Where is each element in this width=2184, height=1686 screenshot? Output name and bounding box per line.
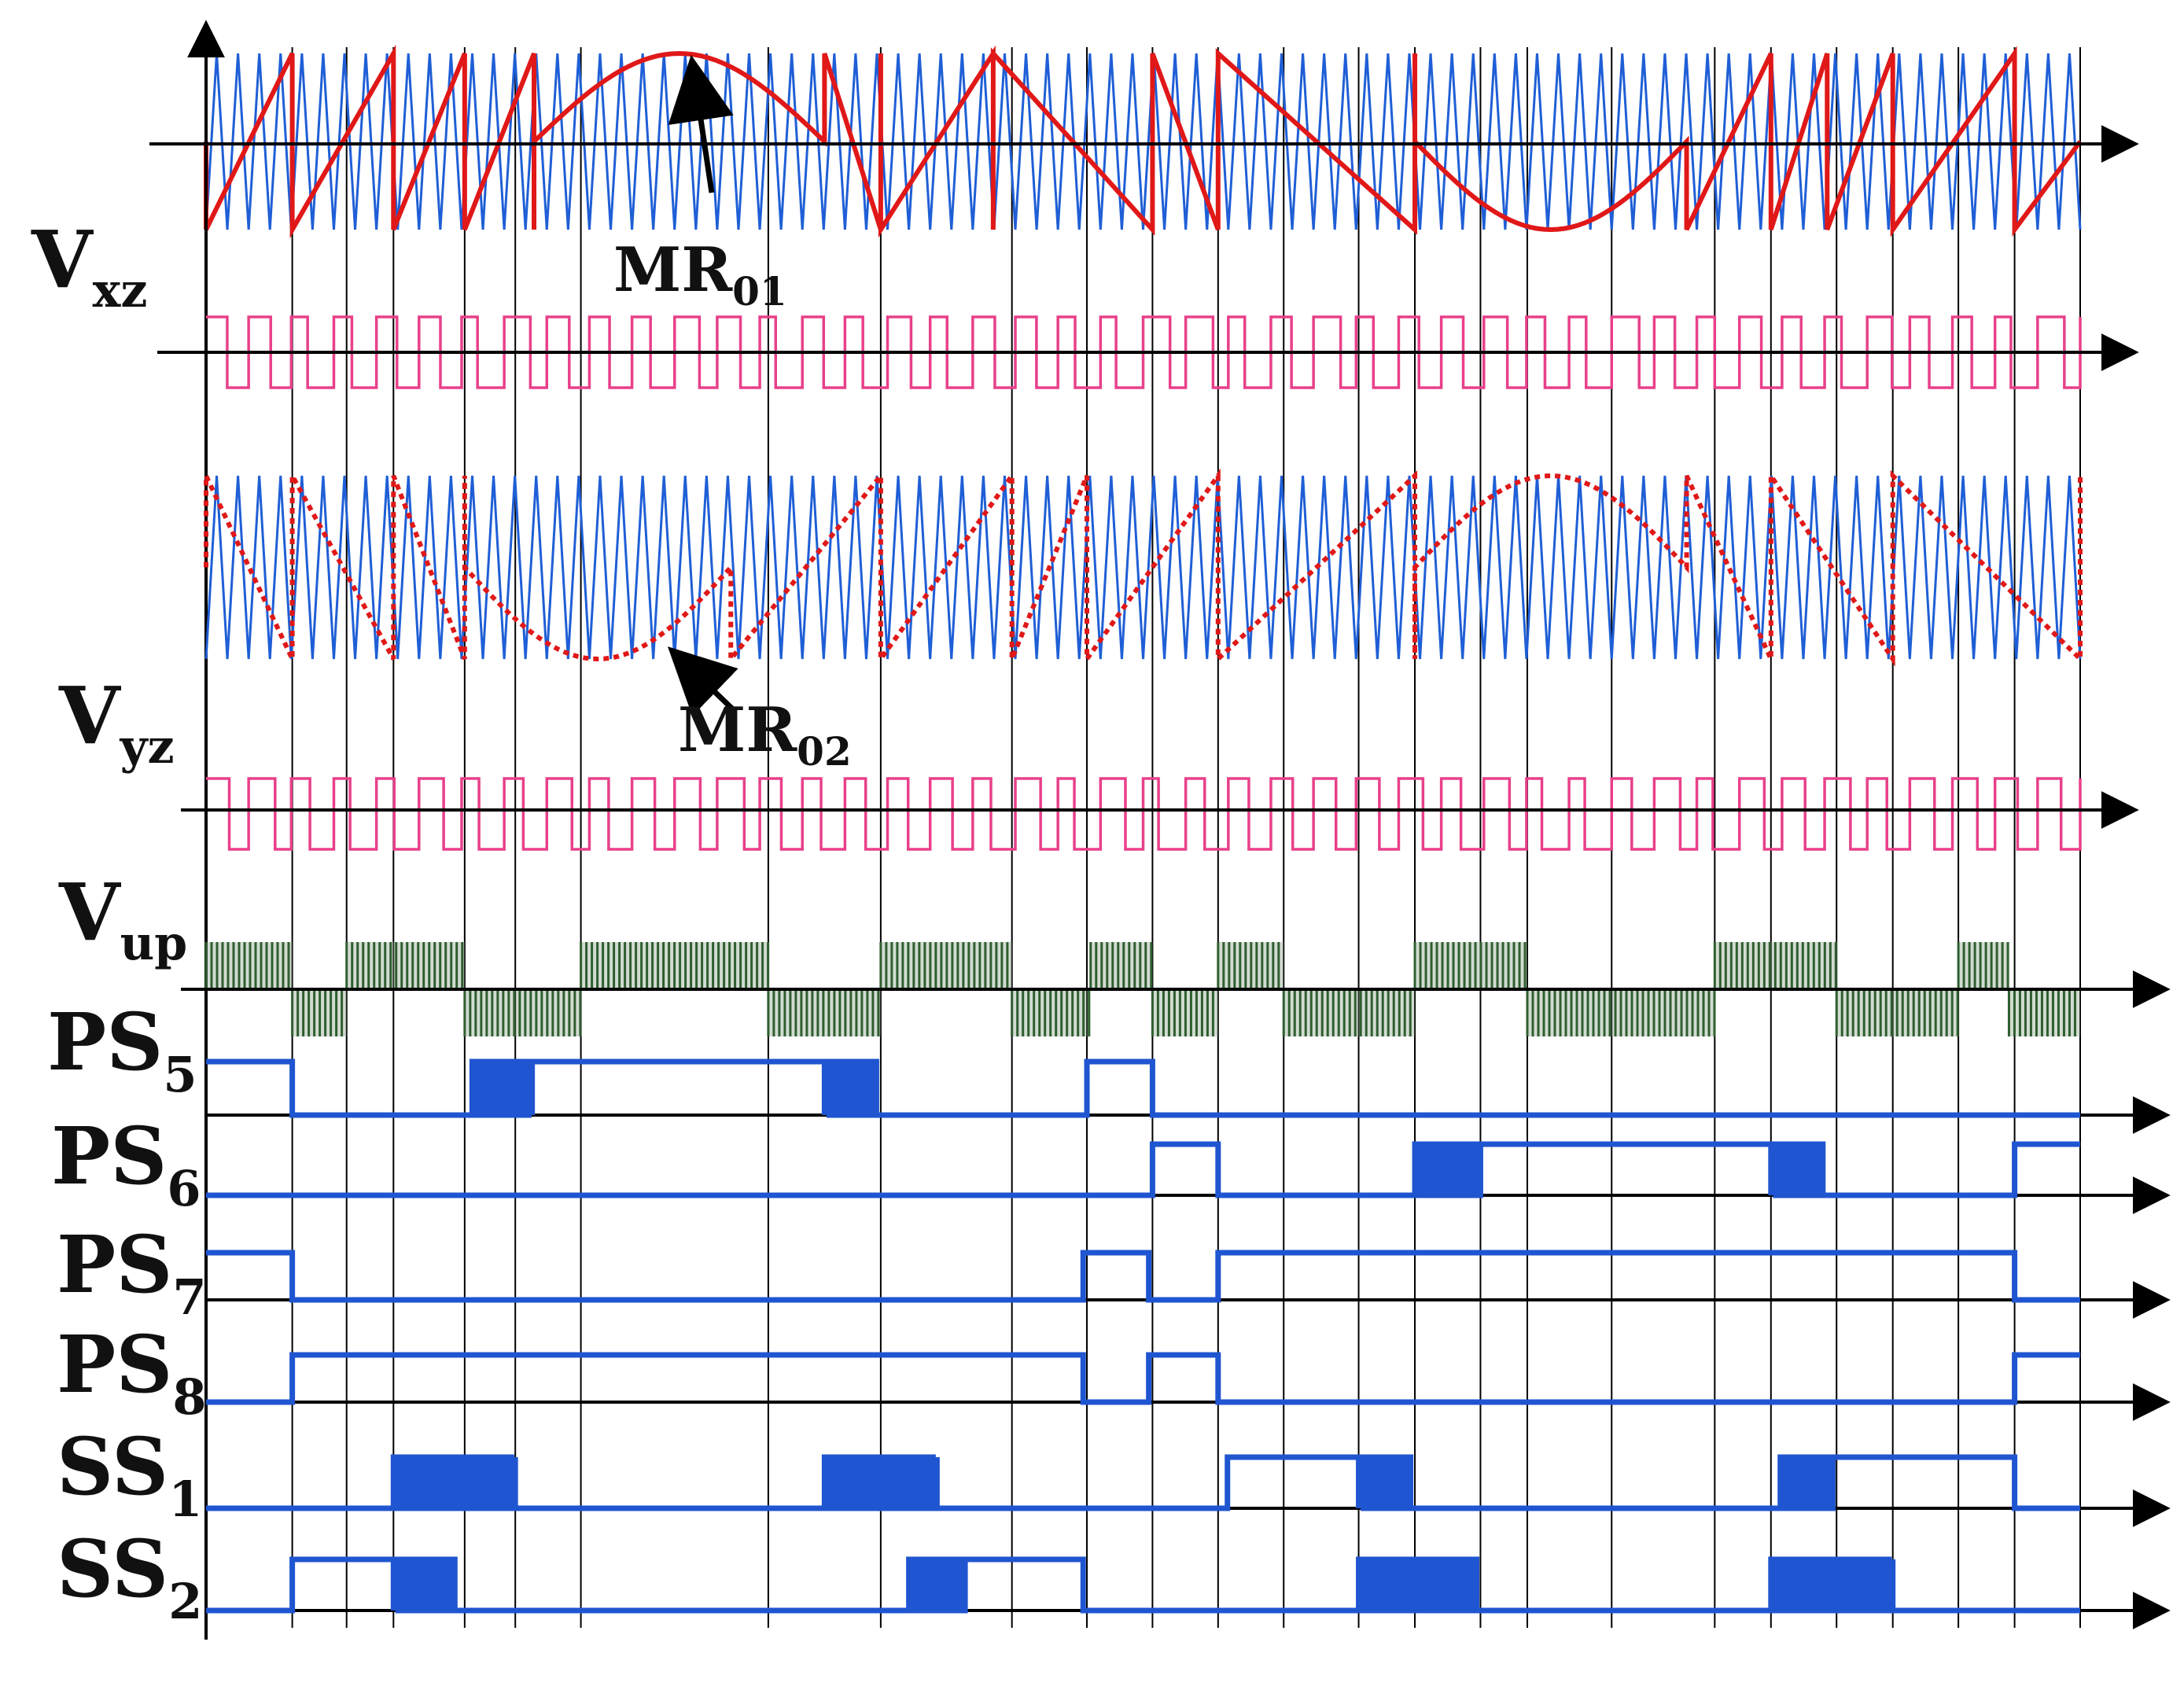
vup-pulse-block xyxy=(1526,989,1716,1036)
mr01-pointer-arrow xyxy=(668,54,734,193)
vup-pulse-block xyxy=(291,989,347,1036)
ps6-trace xyxy=(206,1141,2080,1198)
vup-pulse-block xyxy=(580,942,770,989)
label-vup: Vup xyxy=(58,866,187,971)
vyz-modulating-wave-mr02 xyxy=(204,468,2083,667)
vyz-carrier-wave xyxy=(204,475,2082,660)
vup-pulse-block xyxy=(879,942,1012,989)
vup-pulse-block xyxy=(345,942,465,989)
ps5-trace xyxy=(206,1058,2080,1118)
vup-pulse-block xyxy=(767,989,881,1036)
ss2-gate-signal xyxy=(206,1556,2171,1629)
vyz-pulse-train xyxy=(206,777,2082,851)
label-vxz: Vxz xyxy=(31,213,147,318)
ss1-trace xyxy=(206,1454,2080,1511)
label-ss2: SS2 xyxy=(57,1522,202,1630)
vup-pulse-block xyxy=(1089,942,1153,989)
vup-pulse-block xyxy=(204,942,293,989)
vup-pulse-block xyxy=(1413,942,1528,989)
label-ps7: PS7 xyxy=(57,1218,207,1326)
annotation-mr02: MR02 xyxy=(678,694,852,775)
vup-pulse-block xyxy=(1282,989,1416,1036)
label-vyz: Vyz xyxy=(58,669,175,775)
ps8-gate-signal xyxy=(206,1352,2171,1421)
annotation-mr01: MR01 xyxy=(613,234,787,315)
ps6-gate-signal xyxy=(206,1141,2171,1214)
gate-signals xyxy=(206,1058,2171,1629)
pulse-train xyxy=(206,315,2082,389)
vup-pulse-block xyxy=(1957,942,2009,989)
ss1-gate-signal xyxy=(206,1454,2171,1527)
vup-waveform xyxy=(204,942,2080,1036)
ps7-gate-signal xyxy=(206,1250,2171,1319)
ps5-gate-signal xyxy=(206,1058,2171,1134)
pulse-train xyxy=(206,777,2082,851)
modulating-wave xyxy=(204,44,2083,239)
carrier-triangle xyxy=(204,475,2082,660)
vxz-pulse-train xyxy=(206,315,2082,389)
vup-pulse-block xyxy=(463,989,582,1036)
carrier-triangle xyxy=(204,53,2082,230)
vup-pulse-block xyxy=(1151,989,1218,1036)
vup-pulse-block xyxy=(1835,989,1959,1036)
vup-pulse-block xyxy=(1713,942,1837,989)
vup-pulse-block xyxy=(1217,942,1284,989)
label-ps5: PS5 xyxy=(47,996,197,1103)
ps8-trace xyxy=(206,1352,2080,1405)
label-ps6: PS6 xyxy=(51,1110,201,1217)
modulating-wave xyxy=(204,468,2083,667)
ss2-trace xyxy=(206,1556,2080,1614)
ps7-trace xyxy=(206,1250,2080,1303)
vxz-modulating-wave-mr01 xyxy=(204,44,2083,239)
mr02-pointer-arrow xyxy=(667,646,738,716)
label-ps8: PS8 xyxy=(57,1318,207,1426)
vup-pulse-block xyxy=(1011,989,1091,1036)
label-ss1: SS1 xyxy=(57,1420,202,1528)
vup-pulse-block xyxy=(2007,989,2080,1036)
vxz-carrier-wave xyxy=(204,53,2082,230)
